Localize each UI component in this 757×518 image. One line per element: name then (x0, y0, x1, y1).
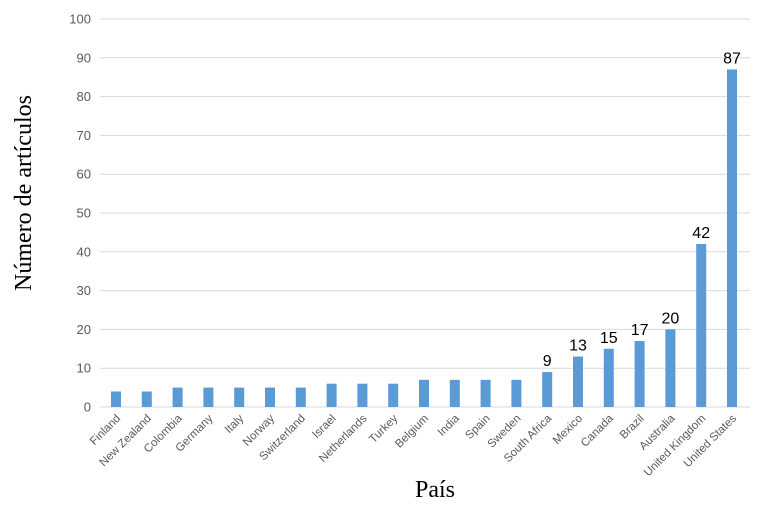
y-tick-label: 10 (77, 361, 91, 376)
bar (234, 387, 245, 407)
x-tick-label: Canada (579, 412, 616, 449)
y-axis-title: Número de artículos (11, 95, 37, 291)
y-tick-label: 20 (77, 322, 91, 337)
y-tick-label: 40 (77, 244, 91, 259)
bar (727, 69, 737, 407)
bar (449, 379, 460, 407)
bar (172, 387, 183, 407)
x-tick-label: Israel (310, 413, 338, 441)
bar (357, 383, 368, 407)
bar (511, 379, 522, 407)
bar (419, 379, 429, 407)
bar (295, 387, 306, 407)
bar (603, 348, 614, 407)
bar (111, 391, 121, 407)
x-axis-title: País (415, 477, 455, 503)
bar (665, 329, 676, 407)
x-tick-label: Italy (223, 412, 247, 436)
y-tick-label: 70 (77, 128, 91, 143)
y-tick-label: 30 (77, 283, 91, 298)
bar (480, 379, 491, 407)
data-label: 15 (600, 330, 618, 347)
y-tick-label: 80 (77, 89, 91, 104)
bar (141, 391, 152, 407)
gridlines (100, 18, 750, 408)
x-tick-label: Spain (463, 413, 492, 442)
y-tick-label: 100 (69, 12, 91, 27)
bar (203, 387, 214, 407)
bar (265, 387, 275, 407)
bar (326, 383, 337, 407)
bar (573, 356, 583, 407)
data-label: 17 (631, 322, 649, 339)
x-tick-label: Belgium (393, 413, 431, 451)
data-label: 9 (543, 353, 552, 370)
data-label: 20 (662, 310, 680, 327)
bar (388, 383, 399, 407)
data-label: 42 (692, 225, 710, 242)
y-tick-label: 60 (77, 167, 91, 182)
y-tick-label: 90 (77, 50, 91, 65)
bar (696, 244, 707, 407)
y-axis-ticks: 0 10 20 30 40 50 60 70 80 90 100 (69, 12, 91, 415)
bar (634, 341, 645, 407)
data-labels: 9 13 15 17 20 42 87 (543, 50, 741, 370)
y-tick-label: 0 (84, 400, 91, 415)
data-label: 87 (723, 50, 741, 67)
bar (542, 372, 553, 407)
y-tick-label: 50 (77, 206, 91, 221)
x-tick-label: India (436, 412, 463, 439)
x-tick-label: Brazil (618, 413, 647, 442)
bars (111, 69, 737, 407)
data-label: 13 (569, 338, 587, 355)
